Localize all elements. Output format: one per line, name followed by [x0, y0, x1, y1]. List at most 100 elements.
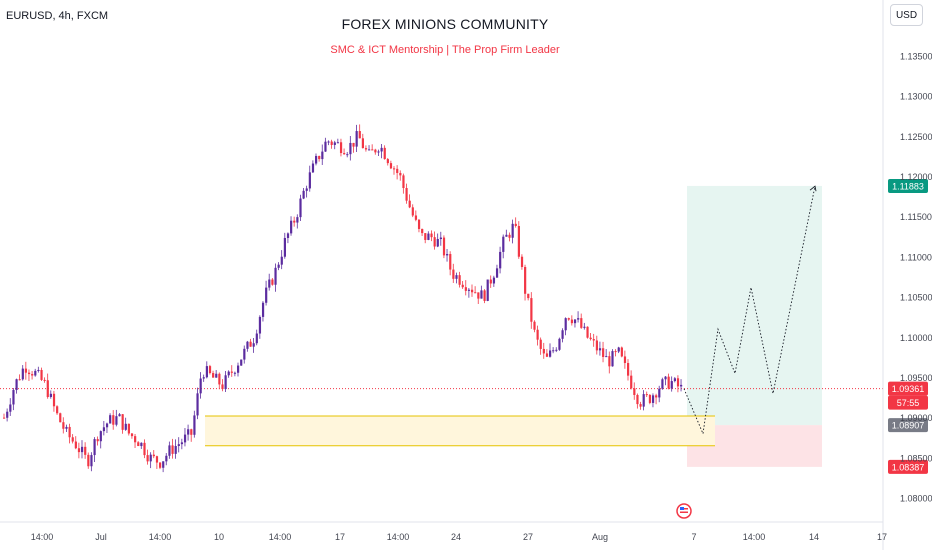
- candle-body: [286, 233, 290, 238]
- time-tick-label: 7: [691, 532, 696, 542]
- price-tick-label: 1.08500: [900, 453, 932, 463]
- candle-body: [433, 237, 436, 247]
- price-tick-label: 1.10500: [900, 293, 932, 303]
- time-tick-label: Jul: [95, 532, 107, 542]
- stop-price-label-bg: [888, 459, 928, 474]
- candle-body: [96, 439, 99, 442]
- target-zone[interactable]: [687, 185, 822, 426]
- symbol-label[interactable]: EURUSD, 4h, FXCM: [6, 10, 109, 22]
- candle-body: [302, 190, 305, 199]
- candle-body: [439, 237, 442, 240]
- candle-body: [377, 151, 380, 153]
- candle-body: [305, 188, 308, 191]
- candle-body: [505, 234, 508, 237]
- candle-body: [561, 330, 564, 339]
- candle-body: [311, 163, 315, 173]
- candle-body: [124, 423, 127, 430]
- candle-body: [567, 318, 570, 320]
- candle-body: [586, 326, 589, 338]
- candle-body: [283, 237, 286, 257]
- chart-background-layer: [0, 185, 883, 467]
- candle-body: [249, 341, 252, 347]
- candle-body: [577, 318, 580, 320]
- candle-body: [620, 347, 623, 357]
- candle-body: [37, 369, 40, 371]
- candle-body: [623, 356, 627, 364]
- candle-body: [193, 415, 196, 435]
- candle-body: [364, 148, 368, 150]
- us-flag-icon[interactable]: [676, 503, 692, 519]
- candle-body: [290, 220, 293, 234]
- candle-body: [336, 142, 340, 144]
- candle-body: [430, 233, 433, 238]
- candle-body: [205, 366, 208, 378]
- candle-body: [221, 384, 224, 390]
- price-tick-label: 1.09500: [900, 373, 932, 383]
- price-tick-label: 1.13500: [900, 52, 932, 62]
- candle-body: [486, 279, 489, 301]
- candle-body: [77, 448, 81, 453]
- candle-body: [140, 442, 143, 447]
- candle-body: [527, 293, 530, 299]
- candle-body: [112, 415, 115, 425]
- candle-body: [9, 404, 12, 412]
- candle-body: [59, 413, 62, 423]
- candle-body: [146, 455, 149, 462]
- candle-body: [34, 370, 37, 376]
- candle-body: [427, 233, 430, 240]
- candle-body: [49, 393, 52, 398]
- candle-body: [573, 319, 577, 324]
- time-tick-label: 27: [523, 532, 533, 542]
- candle-body: [215, 373, 218, 378]
- candle-body: [630, 375, 633, 389]
- candle-body: [380, 147, 383, 152]
- candle-body: [109, 415, 112, 424]
- candle-body: [343, 153, 346, 155]
- candle-body: [12, 390, 15, 405]
- price-tick-label: 1.11500: [900, 212, 932, 222]
- candle-body: [361, 138, 364, 149]
- candle-body: [99, 431, 102, 442]
- candle-body: [495, 268, 499, 278]
- time-tick-label: 14:00: [743, 532, 766, 542]
- candle-body: [224, 375, 227, 390]
- candle-body: [27, 372, 31, 375]
- candle-body: [81, 446, 84, 453]
- candle-body: [436, 239, 439, 247]
- candle-body: [293, 220, 296, 223]
- candle-body: [18, 379, 21, 381]
- candle-body: [199, 378, 202, 394]
- price-tick-label: 1.10000: [900, 333, 932, 343]
- candle-body: [514, 223, 517, 226]
- candle-body: [467, 289, 471, 291]
- candle-body: [676, 378, 680, 387]
- candle-body: [389, 163, 393, 169]
- candle-body: [261, 302, 265, 317]
- candle-body: [396, 168, 399, 173]
- candle-body: [265, 287, 268, 303]
- candle-body: [602, 348, 605, 357]
- demand-zone[interactable]: [205, 416, 715, 446]
- candle-body: [639, 404, 642, 407]
- price-tick-label: 1.11000: [900, 252, 932, 262]
- target-price-label-bg: [888, 178, 928, 193]
- candle-body: [386, 159, 389, 164]
- candle-body: [118, 414, 121, 417]
- candle-body: [43, 379, 46, 381]
- candle-body: [673, 378, 676, 382]
- candle-body: [592, 339, 595, 341]
- candle-body: [296, 217, 299, 223]
- candle-body: [162, 461, 165, 468]
- candle-body: [558, 338, 561, 350]
- overlay-layer: 1.11883 1.09361 57:55 1.08907 1.08387: [676, 178, 928, 519]
- candle-body: [483, 290, 486, 301]
- candle-body: [417, 219, 421, 229]
- candle-body: [102, 427, 106, 432]
- candle-body: [3, 417, 6, 419]
- candle-body: [308, 172, 311, 189]
- candle-body: [661, 379, 664, 389]
- candle-body: [664, 376, 667, 380]
- currency-button[interactable]: USD: [890, 4, 923, 26]
